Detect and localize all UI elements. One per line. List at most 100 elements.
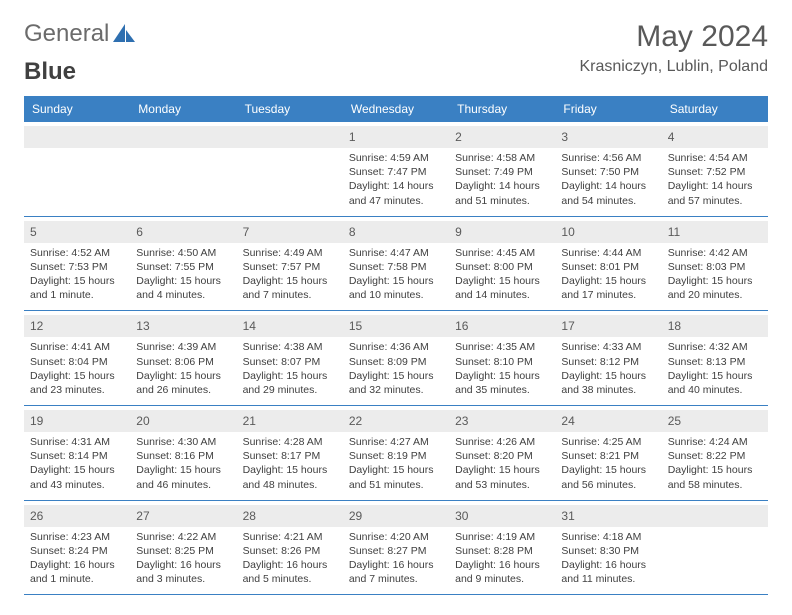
day-number: 23 xyxy=(455,414,468,428)
calendar-cell: 29Sunrise: 4:20 AMSunset: 8:27 PMDayligh… xyxy=(343,501,449,595)
daylight-text: Daylight: 16 hours and 5 minutes. xyxy=(243,558,337,586)
sunrise-text: Sunrise: 4:56 AM xyxy=(561,151,655,165)
sunrise-text: Sunrise: 4:44 AM xyxy=(561,246,655,260)
daynum-row: 25 xyxy=(662,410,768,432)
daylight-text: Daylight: 15 hours and 40 minutes. xyxy=(668,369,762,397)
day-number: 18 xyxy=(668,319,681,333)
sunset-text: Sunset: 8:22 PM xyxy=(668,449,762,463)
sunrise-text: Sunrise: 4:36 AM xyxy=(349,340,443,354)
day-number: 24 xyxy=(561,414,574,428)
daylight-text: Daylight: 15 hours and 1 minute. xyxy=(30,274,124,302)
daynum-row: 2 xyxy=(449,126,555,148)
calendar-cell: 11Sunrise: 4:42 AMSunset: 8:03 PMDayligh… xyxy=(662,217,768,311)
daynum-row: 1 xyxy=(343,126,449,148)
day-header-fri: Friday xyxy=(555,96,661,122)
day-header-row: Sunday Monday Tuesday Wednesday Thursday… xyxy=(24,96,768,122)
sunrise-text: Sunrise: 4:21 AM xyxy=(243,530,337,544)
day-number: 8 xyxy=(349,225,356,239)
daylight-text: Daylight: 16 hours and 11 minutes. xyxy=(561,558,655,586)
logo-sail-icon xyxy=(113,24,135,44)
day-number: 26 xyxy=(30,509,43,523)
daynum-row: 5 xyxy=(24,221,130,243)
sunset-text: Sunset: 8:28 PM xyxy=(455,544,549,558)
sunset-text: Sunset: 8:06 PM xyxy=(136,355,230,369)
calendar-grid: 1Sunrise: 4:59 AMSunset: 7:47 PMDaylight… xyxy=(24,122,768,595)
day-number xyxy=(668,509,671,523)
daylight-text: Daylight: 15 hours and 48 minutes. xyxy=(243,463,337,491)
daynum-row: 16 xyxy=(449,315,555,337)
day-number: 28 xyxy=(243,509,256,523)
daynum-row: 29 xyxy=(343,505,449,527)
day-number: 5 xyxy=(30,225,37,239)
calendar-cell: 9Sunrise: 4:45 AMSunset: 8:00 PMDaylight… xyxy=(449,217,555,311)
sunset-text: Sunset: 8:04 PM xyxy=(30,355,124,369)
daynum-row: 19 xyxy=(24,410,130,432)
day-number xyxy=(243,130,246,144)
daynum-row: 10 xyxy=(555,221,661,243)
day-number: 10 xyxy=(561,225,574,239)
sunset-text: Sunset: 7:58 PM xyxy=(349,260,443,274)
calendar-cell: 24Sunrise: 4:25 AMSunset: 8:21 PMDayligh… xyxy=(555,406,661,500)
sunrise-text: Sunrise: 4:59 AM xyxy=(349,151,443,165)
daynum-row xyxy=(24,126,130,148)
sunset-text: Sunset: 8:01 PM xyxy=(561,260,655,274)
day-number: 29 xyxy=(349,509,362,523)
daylight-text: Daylight: 15 hours and 58 minutes. xyxy=(668,463,762,491)
sunset-text: Sunset: 8:03 PM xyxy=(668,260,762,274)
calendar-cell: 15Sunrise: 4:36 AMSunset: 8:09 PMDayligh… xyxy=(343,311,449,405)
daynum-row: 11 xyxy=(662,221,768,243)
calendar-cell: 12Sunrise: 4:41 AMSunset: 8:04 PMDayligh… xyxy=(24,311,130,405)
sunrise-text: Sunrise: 4:33 AM xyxy=(561,340,655,354)
sunrise-text: Sunrise: 4:24 AM xyxy=(668,435,762,449)
calendar-cell: 4Sunrise: 4:54 AMSunset: 7:52 PMDaylight… xyxy=(662,122,768,216)
calendar-cell: 16Sunrise: 4:35 AMSunset: 8:10 PMDayligh… xyxy=(449,311,555,405)
sunrise-text: Sunrise: 4:32 AM xyxy=(668,340,762,354)
sunset-text: Sunset: 8:26 PM xyxy=(243,544,337,558)
day-number: 17 xyxy=(561,319,574,333)
sunrise-text: Sunrise: 4:25 AM xyxy=(561,435,655,449)
daynum-row xyxy=(237,126,343,148)
calendar-cell: 6 Sunrise: 4:50 AMSunset: 7:55 PMDaylight… xyxy=(130,217,236,311)
daylight-text: Daylight: 15 hours and 38 minutes. xyxy=(561,369,655,397)
daylight-text: Daylight: 15 hours and 43 minutes. xyxy=(30,463,124,491)
title-block: May 2024 Krasniczyn, Lublin, Poland xyxy=(579,20,768,76)
daynum-row: 30 xyxy=(449,505,555,527)
sunset-text: Sunset: 8:09 PM xyxy=(349,355,443,369)
day-number: 4 xyxy=(668,130,675,144)
day-number: 14 xyxy=(243,319,256,333)
day-header-sat: Saturday xyxy=(662,96,768,122)
sunrise-text: Sunrise: 4:47 AM xyxy=(349,246,443,260)
day-number xyxy=(30,130,33,144)
daylight-text: Daylight: 15 hours and 4 minutes. xyxy=(136,274,230,302)
daynum-row: 14 xyxy=(237,315,343,337)
sunset-text: Sunset: 7:55 PM xyxy=(136,260,230,274)
calendar-cell: 2Sunrise: 4:58 AMSunset: 7:49 PMDaylight… xyxy=(449,122,555,216)
day-number: 19 xyxy=(30,414,43,428)
calendar-cell: 20Sunrise: 4:30 AMSunset: 8:16 PMDayligh… xyxy=(130,406,236,500)
day-number: 27 xyxy=(136,509,149,523)
sunrise-text: Sunrise: 4:50 AM xyxy=(136,246,230,260)
day-number xyxy=(136,130,139,144)
sunrise-text: Sunrise: 4:41 AM xyxy=(30,340,124,354)
sunrise-text: Sunrise: 4:42 AM xyxy=(668,246,762,260)
daylight-text: Daylight: 15 hours and 17 minutes. xyxy=(561,274,655,302)
sunrise-text: Sunrise: 4:23 AM xyxy=(30,530,124,544)
day-number: 30 xyxy=(455,509,468,523)
calendar-cell: 30Sunrise: 4:19 AMSunset: 8:28 PMDayligh… xyxy=(449,501,555,595)
daynum-row xyxy=(130,126,236,148)
logo: General xyxy=(24,20,135,48)
calendar-cell: 7Sunrise: 4:49 AMSunset: 7:57 PMDaylight… xyxy=(237,217,343,311)
calendar-cell: 14Sunrise: 4:38 AMSunset: 8:07 PMDayligh… xyxy=(237,311,343,405)
day-number: 21 xyxy=(243,414,256,428)
day-number: 3 xyxy=(561,130,568,144)
sunrise-text: Sunrise: 4:22 AM xyxy=(136,530,230,544)
calendar-cell: 18Sunrise: 4:32 AMSunset: 8:13 PMDayligh… xyxy=(662,311,768,405)
daynum-row: 18 xyxy=(662,315,768,337)
daynum-row: 31 xyxy=(555,505,661,527)
daylight-text: Daylight: 14 hours and 54 minutes. xyxy=(561,179,655,207)
day-number: 6 xyxy=(136,225,143,239)
daynum-row: 3 xyxy=(555,126,661,148)
daylight-text: Daylight: 15 hours and 32 minutes. xyxy=(349,369,443,397)
logo-text-2: Blue xyxy=(24,58,76,85)
sunrise-text: Sunrise: 4:54 AM xyxy=(668,151,762,165)
